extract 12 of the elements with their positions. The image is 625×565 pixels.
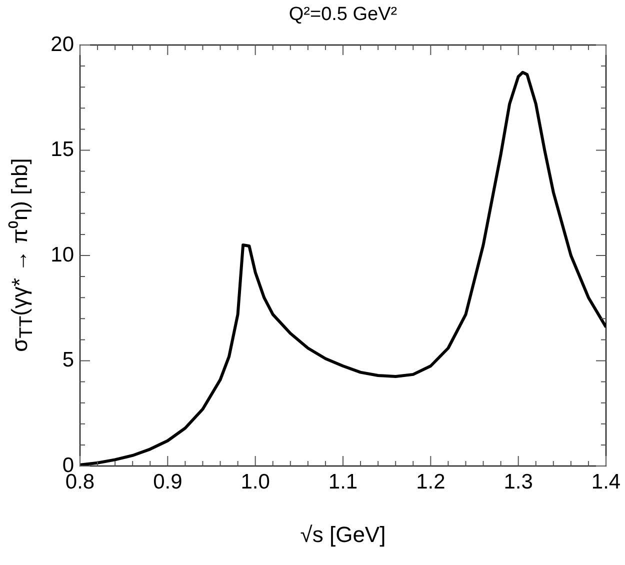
y-tick-label: 15 xyxy=(50,138,74,162)
y-tick-label: 10 xyxy=(50,243,74,266)
x-tick-label: 1.3 xyxy=(504,470,533,494)
y-tick-label: 20 xyxy=(50,32,74,56)
y-tick-label: 5 xyxy=(62,348,74,372)
x-tick-label: 0.9 xyxy=(153,470,182,494)
x-tick-label: 1.4 xyxy=(591,470,621,494)
chart-title: Q²=0.5 GeV² xyxy=(288,4,398,26)
x-axis-title: √s [GeV] xyxy=(299,522,387,548)
x-tick-label: 1.1 xyxy=(328,470,358,494)
x-tick-label: 1.0 xyxy=(240,470,270,494)
x-tick-label: 1.2 xyxy=(416,470,446,494)
